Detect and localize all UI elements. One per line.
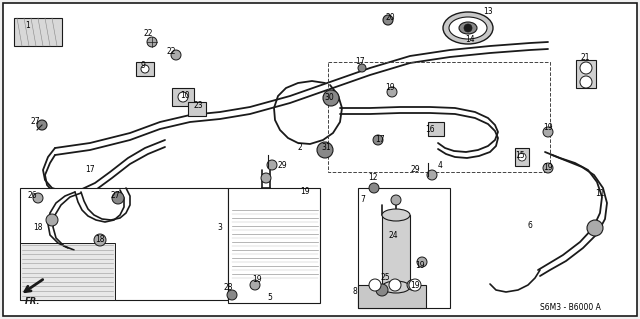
Text: 17: 17 bbox=[355, 57, 365, 66]
Circle shape bbox=[587, 220, 603, 236]
Circle shape bbox=[141, 65, 149, 73]
Bar bbox=[20, 243, 115, 300]
Text: 18: 18 bbox=[33, 224, 43, 233]
Bar bbox=[428, 122, 444, 136]
Circle shape bbox=[37, 120, 47, 130]
Circle shape bbox=[580, 62, 592, 74]
Ellipse shape bbox=[382, 281, 410, 293]
Bar bbox=[358, 188, 450, 308]
Bar bbox=[20, 188, 228, 300]
Circle shape bbox=[409, 279, 421, 291]
Circle shape bbox=[543, 163, 553, 173]
Text: 2: 2 bbox=[298, 144, 302, 152]
Text: 19: 19 bbox=[415, 261, 425, 270]
Ellipse shape bbox=[443, 12, 493, 44]
Bar bbox=[358, 285, 426, 308]
Circle shape bbox=[267, 160, 277, 170]
Circle shape bbox=[464, 24, 472, 32]
Text: 13: 13 bbox=[483, 8, 493, 17]
Circle shape bbox=[580, 76, 592, 88]
Text: 15: 15 bbox=[515, 151, 525, 160]
Circle shape bbox=[323, 90, 339, 106]
Bar bbox=[188, 102, 206, 116]
Circle shape bbox=[358, 64, 366, 72]
Circle shape bbox=[178, 92, 188, 102]
Circle shape bbox=[369, 183, 379, 193]
Text: 19: 19 bbox=[300, 188, 310, 197]
Text: 18: 18 bbox=[95, 235, 105, 244]
Circle shape bbox=[373, 135, 383, 145]
Text: 26: 26 bbox=[27, 190, 37, 199]
Bar bbox=[14, 18, 62, 46]
Text: 9: 9 bbox=[141, 61, 145, 70]
Text: 30: 30 bbox=[324, 93, 334, 102]
Circle shape bbox=[250, 280, 260, 290]
Text: 6: 6 bbox=[527, 220, 532, 229]
Circle shape bbox=[387, 87, 397, 97]
Text: 23: 23 bbox=[193, 100, 203, 109]
Circle shape bbox=[427, 170, 437, 180]
Text: 3: 3 bbox=[218, 224, 223, 233]
Text: 19: 19 bbox=[543, 164, 553, 173]
Text: 16: 16 bbox=[425, 125, 435, 135]
Bar bbox=[382, 215, 410, 287]
Circle shape bbox=[261, 173, 271, 183]
Text: 12: 12 bbox=[368, 174, 378, 182]
Bar bbox=[172, 88, 194, 106]
Bar bbox=[136, 62, 154, 76]
Ellipse shape bbox=[449, 17, 487, 39]
Text: 17: 17 bbox=[85, 166, 95, 174]
Circle shape bbox=[376, 284, 388, 296]
Text: 27: 27 bbox=[30, 117, 40, 127]
Ellipse shape bbox=[459, 22, 477, 34]
Text: 1: 1 bbox=[26, 20, 30, 29]
Text: 19: 19 bbox=[252, 276, 262, 285]
Text: 5: 5 bbox=[268, 293, 273, 302]
Text: 10: 10 bbox=[180, 91, 190, 100]
Bar bbox=[228, 188, 320, 303]
Text: 11: 11 bbox=[595, 189, 605, 197]
Text: 17: 17 bbox=[375, 136, 385, 145]
Circle shape bbox=[94, 234, 106, 246]
Text: 19: 19 bbox=[543, 123, 553, 132]
Circle shape bbox=[391, 195, 401, 205]
Text: 22: 22 bbox=[143, 28, 153, 38]
Text: 19: 19 bbox=[410, 280, 420, 290]
Text: 24: 24 bbox=[388, 231, 398, 240]
Text: 19: 19 bbox=[385, 84, 395, 93]
Circle shape bbox=[543, 127, 553, 137]
Text: S6M3 - B6000 A: S6M3 - B6000 A bbox=[540, 303, 600, 313]
Bar bbox=[328, 62, 550, 172]
Text: 31: 31 bbox=[321, 144, 331, 152]
Text: FR.: FR. bbox=[25, 298, 41, 307]
Text: 29: 29 bbox=[410, 166, 420, 174]
Text: 4: 4 bbox=[438, 160, 442, 169]
Text: 14: 14 bbox=[465, 35, 475, 44]
Text: 25: 25 bbox=[380, 273, 390, 283]
Circle shape bbox=[369, 279, 381, 291]
Bar bbox=[515, 148, 529, 166]
Circle shape bbox=[227, 290, 237, 300]
Circle shape bbox=[389, 279, 401, 291]
Circle shape bbox=[112, 192, 124, 204]
Circle shape bbox=[417, 257, 427, 267]
Circle shape bbox=[147, 37, 157, 47]
Circle shape bbox=[171, 50, 181, 60]
Circle shape bbox=[317, 142, 333, 158]
Circle shape bbox=[518, 153, 526, 161]
Text: 28: 28 bbox=[223, 284, 233, 293]
Circle shape bbox=[46, 214, 58, 226]
Text: 22: 22 bbox=[166, 48, 176, 56]
Circle shape bbox=[407, 280, 417, 290]
Text: 27: 27 bbox=[110, 190, 120, 199]
Text: 8: 8 bbox=[353, 287, 357, 296]
Ellipse shape bbox=[382, 209, 410, 221]
Text: 20: 20 bbox=[385, 13, 395, 23]
Circle shape bbox=[33, 193, 43, 203]
Text: 29: 29 bbox=[277, 160, 287, 169]
Circle shape bbox=[383, 15, 393, 25]
Text: 7: 7 bbox=[360, 196, 365, 204]
Bar bbox=[576, 60, 596, 88]
Text: 21: 21 bbox=[580, 54, 589, 63]
